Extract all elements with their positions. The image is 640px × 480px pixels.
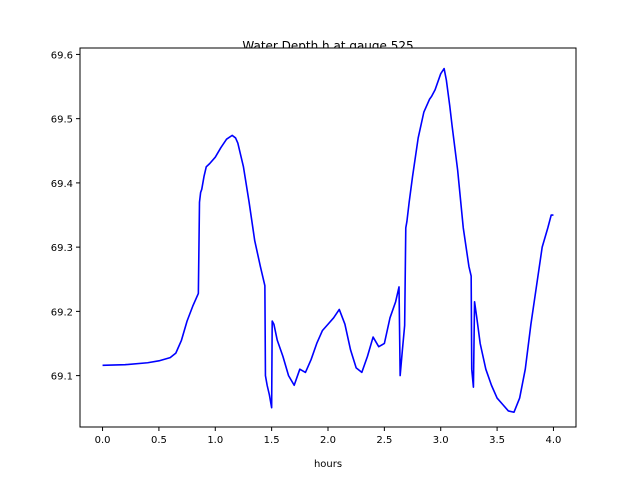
y-tick-label: 69.2 <box>51 307 73 318</box>
x-tick-label: 3.0 <box>433 435 449 446</box>
y-tick-label: 69.4 <box>51 179 73 190</box>
series-layer <box>102 67 554 414</box>
x-tick-label: 0.5 <box>151 435 167 446</box>
y-axis-ticks: 69.1 69.2 69.3 69.4 69.5 69.6 <box>51 50 80 383</box>
x-tick-label: 4.0 <box>546 435 562 446</box>
y-tick-label: 69.5 <box>51 115 73 126</box>
x-tick-label: 1.0 <box>207 435 223 446</box>
y-tick-label: 69.3 <box>51 243 73 254</box>
y-tick-label: 69.1 <box>51 372 73 383</box>
x-tick-label: 3.5 <box>489 435 505 446</box>
y-tick-label: 69.6 <box>51 50 73 61</box>
x-tick-label: 0.0 <box>95 435 111 446</box>
x-tick-label: 1.5 <box>264 435 280 446</box>
x-axis-ticks: 0.0 0.5 1.0 1.5 2.0 2.5 3.0 3.5 4.0 <box>95 427 562 446</box>
x-axis-label: hours <box>314 459 342 470</box>
x-tick-label: 2.5 <box>376 435 392 446</box>
x-tick-label: 2.0 <box>320 435 336 446</box>
plot-area <box>80 48 576 427</box>
series-line <box>102 67 554 414</box>
